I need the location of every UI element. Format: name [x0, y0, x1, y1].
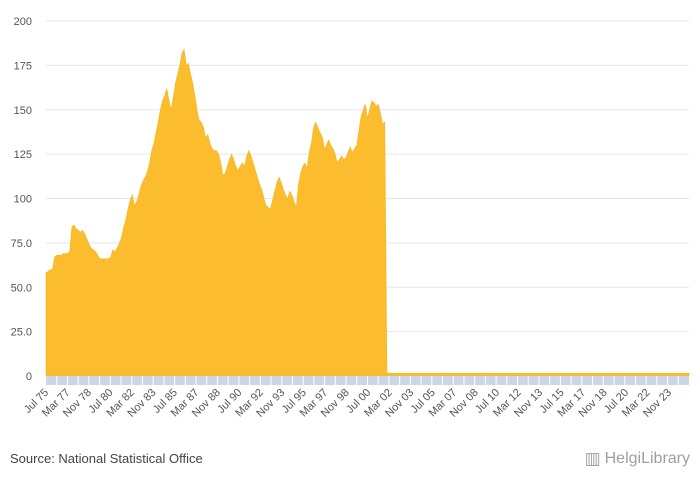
y-tick-label: 150: [14, 105, 32, 117]
y-tick-label: 125: [14, 149, 32, 161]
y-tick-label: 75.0: [11, 238, 32, 250]
y-tick-label: 0: [26, 371, 32, 383]
y-tick-label: 50.0: [11, 282, 32, 294]
series-area: [45, 48, 690, 377]
y-tick-label: 25.0: [11, 327, 32, 339]
y-tick-label: 200: [14, 16, 32, 28]
library-icon: ▥: [584, 449, 601, 468]
source-note: Source: National Statistical Office: [10, 451, 203, 466]
brand-name: HelgiLibrary: [604, 450, 690, 467]
y-axis-ticks: 0 25.0 50.0 75.0 100 125 150 175 200: [11, 16, 32, 383]
y-tick-label: 100: [14, 194, 32, 206]
y-tick-label: 175: [14, 60, 32, 72]
brand-logo[interactable]: ▥ HelgiLibrary: [585, 449, 690, 469]
x-axis-band-ticks: [56, 376, 679, 385]
